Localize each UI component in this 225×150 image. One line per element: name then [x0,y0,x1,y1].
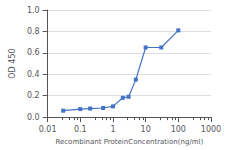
svg-text:1000: 1000 [201,125,221,134]
svg-text:10: 10 [141,125,151,134]
svg-text:Recombinant ProteinConcentrati: Recombinant ProteinConcentration(ng/ml) [55,138,203,146]
svg-text:1.0: 1.0 [27,6,40,15]
svg-text:0.8: 0.8 [27,27,40,36]
svg-text:0.6: 0.6 [27,48,40,57]
svg-text:0.2: 0.2 [27,91,40,100]
svg-text:0.4: 0.4 [27,70,40,79]
svg-text:0.1: 0.1 [74,125,87,134]
svg-text:1: 1 [110,125,115,134]
svg-text:0.01: 0.01 [39,125,57,134]
svg-text:0.0: 0.0 [27,113,40,122]
svg-text:100: 100 [171,125,186,134]
svg-text:OD 450: OD 450 [8,48,17,78]
